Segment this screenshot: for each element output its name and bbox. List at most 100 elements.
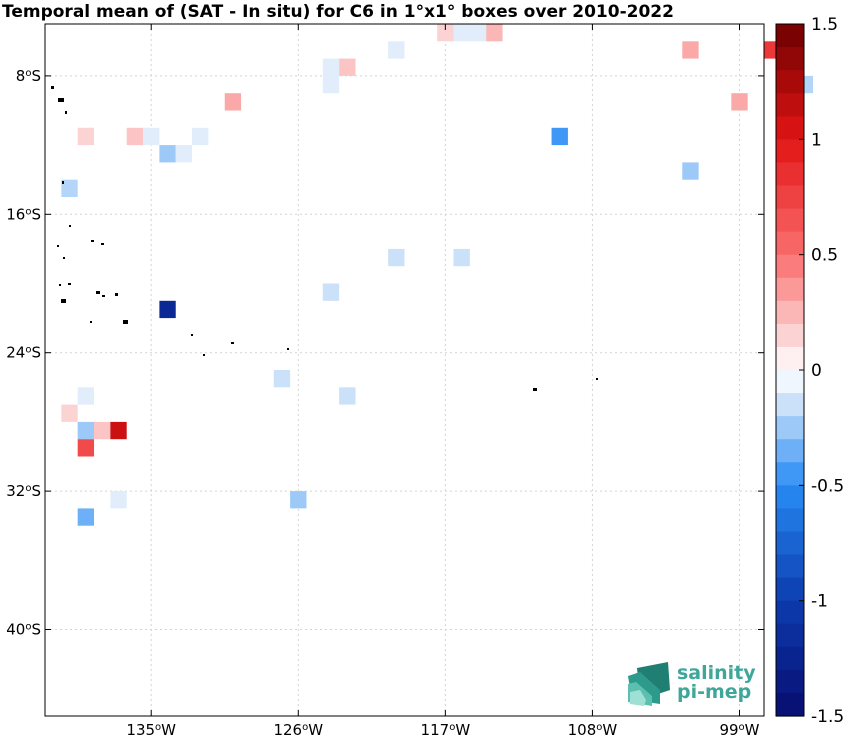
island-mark: [203, 354, 205, 356]
heatmap-cell: [339, 58, 356, 76]
island-mark: [58, 98, 64, 102]
logo-line-1: salinity: [677, 662, 756, 684]
island-mark: [231, 342, 234, 344]
colorbar-segment: [776, 208, 804, 233]
x-tick-label: 117oW: [421, 721, 471, 739]
island-mark: [61, 299, 66, 303]
heatmap-cell: [126, 127, 144, 146]
heatmap-cell: [551, 127, 568, 146]
logo-mark: [628, 662, 670, 706]
heatmap-cell: [224, 93, 242, 111]
heatmap-cell: [159, 300, 176, 319]
plot-area: [45, 24, 764, 716]
colorbar-segment: [776, 116, 804, 140]
heatmap-cell: [77, 127, 95, 146]
island-mark: [102, 295, 105, 297]
heatmap-cells: [61, 24, 814, 526]
island-mark: [63, 257, 65, 259]
heatmap-cell: [388, 248, 405, 267]
heatmap-cell: [159, 145, 176, 163]
colorbar-segment: [776, 254, 804, 279]
island-mark: [59, 284, 61, 286]
island-mark: [51, 86, 54, 89]
heatmap-cell: [322, 58, 340, 76]
colorbar-segment: [776, 439, 804, 463]
colorbar-segment: [776, 669, 804, 694]
colorbar-segment: [776, 462, 804, 486]
heatmap-cell: [110, 491, 127, 509]
colorbar-segment: [776, 416, 804, 440]
island-mark: [123, 320, 128, 324]
colorbar-segment: [776, 300, 804, 325]
heatmap-cell: [437, 24, 454, 42]
heatmap-cell: [77, 508, 95, 526]
island-mark: [596, 378, 598, 380]
y-tick-label: 8oS: [16, 67, 41, 85]
heatmap-cell: [469, 24, 487, 42]
colorbar-segment: [776, 393, 804, 417]
island-mark: [91, 240, 94, 242]
colorbar-segment: [776, 531, 804, 556]
island-mark: [101, 243, 104, 245]
heatmap-cell: [339, 387, 356, 405]
heatmap-cell: [682, 162, 699, 180]
colorbar-tick-label: -1.5: [811, 707, 844, 727]
x-tick-label: 126oW: [273, 721, 323, 739]
colorbar-tick-label: -1: [811, 592, 828, 612]
colorbar-ticks: 1.5 1 0.5 0 -0.5 -1 -1.5: [799, 15, 844, 727]
colorbar-segment: [776, 24, 804, 48]
colorbar-tick-label: 0.5: [811, 246, 838, 266]
y-tick-label: 32oS: [6, 482, 41, 500]
island-mark: [96, 291, 100, 294]
heatmap-cell: [322, 283, 340, 301]
colorbar-segment: [776, 554, 804, 579]
colorbar-tick-label: 0: [811, 361, 822, 381]
heatmap-cell: [290, 491, 307, 509]
island-mark: [57, 245, 59, 247]
chart-title: Temporal mean of (SAT - In situ) for C6 …: [2, 2, 674, 22]
heatmap-cell: [143, 127, 160, 146]
heatmap-cell: [322, 75, 340, 94]
colorbar-segment: [776, 93, 804, 117]
heatmap-cell: [110, 421, 127, 440]
colorbar-segment: [776, 70, 804, 94]
colorbar-segment: [776, 139, 804, 163]
colorbar-segment: [776, 162, 804, 187]
island-mark: [191, 334, 193, 336]
heatmap-cell: [486, 24, 503, 42]
x-tick-label: 135oW: [126, 721, 176, 739]
colorbar-segment: [776, 47, 804, 71]
colorbar-segment: [776, 646, 804, 671]
x-tick-label: 108oW: [568, 721, 618, 739]
island-markers: [51, 86, 598, 391]
island-mark: [68, 283, 71, 285]
salinity-pi-mep-logo: salinity pi-mep: [628, 662, 756, 706]
heatmap-cell: [273, 370, 291, 388]
colorbar-segment: [776, 623, 804, 648]
heatmap-cell: [731, 93, 748, 111]
y-tick-label: 40oS: [6, 621, 41, 639]
heatmap-cell: [682, 41, 699, 59]
island-mark: [90, 321, 92, 323]
colorbar-segment: [776, 185, 804, 210]
island-mark: [533, 388, 537, 391]
colorbar-segment: [776, 231, 804, 256]
heatmap-cell: [61, 404, 78, 422]
colorbar-tick-label: 1: [811, 130, 822, 150]
island-mark: [115, 293, 118, 296]
island-mark: [287, 348, 289, 350]
x-tick-label: 99oW: [719, 721, 759, 739]
island-mark: [69, 225, 71, 227]
heatmap-cell: [192, 127, 209, 146]
colorbar-segment: [776, 323, 804, 348]
heatmap-cell: [175, 145, 193, 163]
plot-frame: [44, 23, 765, 717]
heatmap-cell: [77, 387, 95, 405]
colorbar-segment: [776, 277, 804, 302]
logo-line-2: pi-mep: [677, 681, 751, 703]
heatmap-cell: [77, 439, 95, 457]
heatmap-cell: [94, 421, 111, 440]
island-mark: [65, 111, 67, 114]
heatmap-cell: [388, 41, 405, 59]
